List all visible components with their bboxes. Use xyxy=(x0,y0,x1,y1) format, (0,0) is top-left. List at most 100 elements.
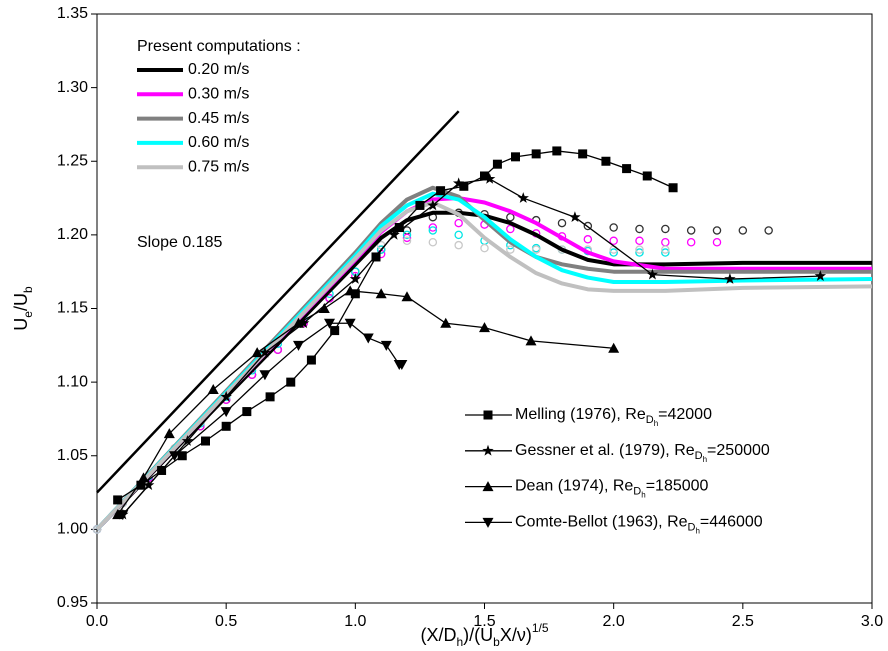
y-tick-label: 1.35 xyxy=(57,5,88,22)
data-point xyxy=(371,252,381,262)
y-tick-label: 0.95 xyxy=(57,594,88,611)
data-point xyxy=(92,525,102,534)
data-point xyxy=(764,226,773,235)
data-point xyxy=(344,285,356,296)
data-point xyxy=(362,333,374,344)
y-axis-label: Ue/Ub xyxy=(11,286,35,331)
data-point xyxy=(454,230,463,240)
data-point xyxy=(286,377,296,387)
data-point xyxy=(668,183,678,193)
computed-line xyxy=(95,200,873,531)
legend-label: 0.45 m/s xyxy=(188,110,249,127)
data-point xyxy=(635,224,644,234)
y-tick-label: 1.10 xyxy=(57,373,88,390)
data-point xyxy=(201,436,210,446)
legend-label-sub: D xyxy=(646,414,654,426)
x-tick-label: 0.5 xyxy=(215,613,237,630)
data-point xyxy=(506,212,515,222)
data-point xyxy=(428,226,438,235)
data-point xyxy=(609,236,618,246)
data-point xyxy=(181,435,194,446)
data-point xyxy=(506,245,515,254)
x-axis-label-part: (X/D xyxy=(420,625,456,645)
x-axis-label: (X/Dh)/(UbX/ν)1/5 xyxy=(420,621,548,649)
data-point xyxy=(531,245,541,254)
data-point xyxy=(483,172,496,184)
y-tick-label: 1.00 xyxy=(57,521,88,538)
legend-label: Melling (1976), ReDh=42000 xyxy=(515,406,712,428)
data-point xyxy=(661,248,670,257)
data-point xyxy=(646,268,659,280)
data-point xyxy=(349,273,362,284)
data-point xyxy=(609,248,618,257)
x-tick-label: 3.0 xyxy=(861,613,883,630)
data-line xyxy=(122,178,821,516)
data-point xyxy=(459,181,469,191)
data-point xyxy=(601,156,611,166)
y-axis-label-part: /U xyxy=(11,293,31,311)
y-tick-label: 1.05 xyxy=(57,447,88,464)
legend-label-text: Melling (1976), Re xyxy=(515,406,646,423)
data-point xyxy=(306,355,316,365)
legend-label-subsub: h xyxy=(641,491,645,500)
data-point xyxy=(642,171,652,181)
data-point xyxy=(557,218,567,228)
data-point xyxy=(297,317,310,329)
legend-label: 0.60 m/s xyxy=(188,134,249,151)
data-point xyxy=(436,186,446,196)
data-point xyxy=(394,223,404,233)
x-axis-label-part: )/(U xyxy=(463,625,493,645)
legend-label-suffix: =42000 xyxy=(658,406,712,423)
legend-label-subsub: h xyxy=(695,527,699,536)
data-point xyxy=(163,428,175,439)
data-point xyxy=(583,235,593,244)
legend-label-sub: D xyxy=(688,521,696,533)
legend-marker xyxy=(483,410,493,420)
x-tick-label: 1.0 xyxy=(344,613,366,630)
data-point xyxy=(712,226,722,235)
y-axis-label-part: U xyxy=(11,318,31,331)
data-point xyxy=(427,199,439,211)
legend-label-text: Comte-Bellot (1963), Re xyxy=(515,514,688,531)
legend-label: 0.20 m/s xyxy=(188,61,249,78)
data-point xyxy=(415,200,425,210)
legend-label-suffix: =185000 xyxy=(646,478,709,495)
legend-label-sub: D xyxy=(633,486,641,498)
y-tick-label: 1.30 xyxy=(57,79,88,96)
legend-label: Dean (1974), ReDh=185000 xyxy=(515,478,709,500)
legend-label: 0.75 m/s xyxy=(188,158,249,175)
legend-label-suffix: =250000 xyxy=(707,442,770,459)
data-point xyxy=(452,177,465,189)
x-tick-label: 2.0 xyxy=(603,613,625,630)
data-point xyxy=(220,407,232,418)
data-point xyxy=(635,245,644,254)
data-point xyxy=(401,291,413,302)
data-point xyxy=(724,273,736,284)
legend-label: Gessner et al. (1979), ReDh=250000 xyxy=(515,442,770,464)
data-point xyxy=(265,392,275,402)
data-point xyxy=(428,223,438,232)
data-point xyxy=(480,171,489,181)
data-point xyxy=(293,317,304,328)
y-tick-label: 1.15 xyxy=(57,300,88,317)
y-axis-label-part: b xyxy=(21,286,35,293)
data-point xyxy=(511,152,520,162)
data-point xyxy=(113,495,123,505)
x-axis-label-part: 1/5 xyxy=(532,621,549,635)
data-point xyxy=(454,240,463,250)
data-point xyxy=(525,335,537,346)
data-point xyxy=(661,245,670,254)
legend-title: Present computations : xyxy=(137,38,301,55)
data-point xyxy=(506,224,515,234)
data-point xyxy=(221,421,231,431)
data-point xyxy=(635,236,644,246)
data-point xyxy=(388,228,400,240)
data-point xyxy=(251,347,263,358)
data-point xyxy=(402,236,412,246)
data-point xyxy=(318,303,330,313)
x-axis-label-part: b xyxy=(493,635,500,649)
legend-label: Comte-Bellot (1963), ReDh=446000 xyxy=(515,514,763,536)
data-point xyxy=(117,510,129,521)
data-point xyxy=(712,237,722,247)
